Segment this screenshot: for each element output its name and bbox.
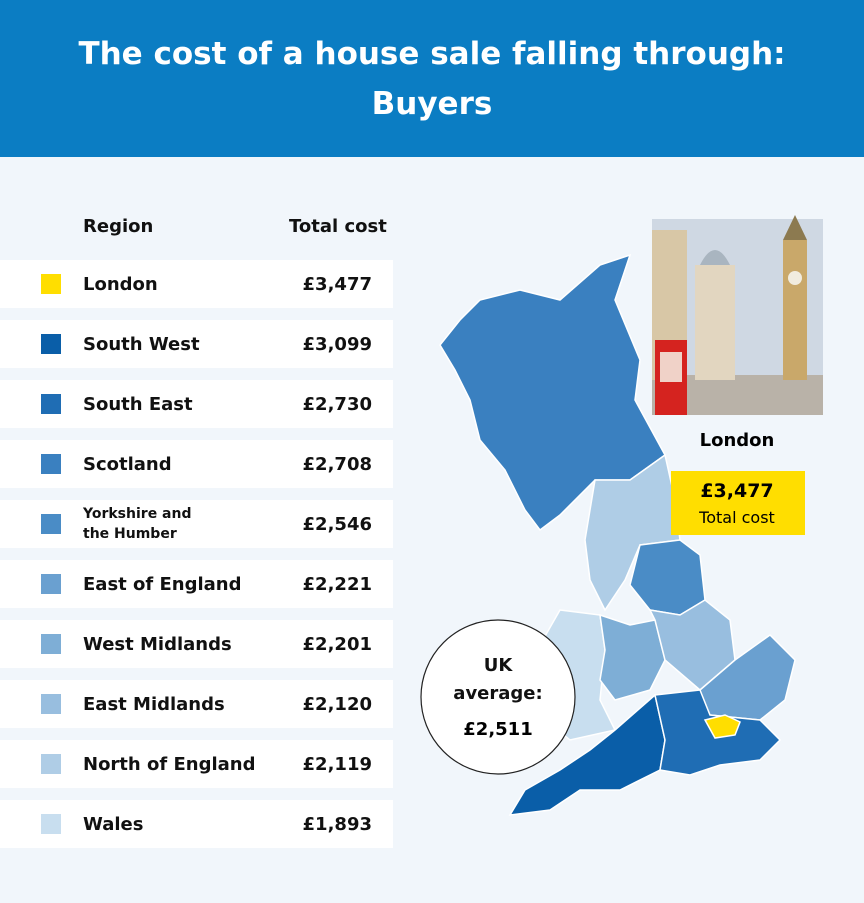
table-row: East Midlands £2,120 <box>0 680 393 728</box>
scotland <box>439 253 666 532</box>
region-name: East of England <box>83 573 242 595</box>
region-name: London <box>83 273 158 295</box>
swatch <box>41 334 61 354</box>
table-row: Wales £1,893 <box>0 800 393 848</box>
swatch <box>41 814 61 834</box>
swatch <box>41 634 61 654</box>
table-row: North of England £2,119 <box>0 740 393 788</box>
region-name: South West <box>83 333 200 355</box>
callout-box <box>671 471 805 535</box>
table-row: East of England £2,221 <box>0 560 393 608</box>
average-value: £2,511 <box>463 719 532 740</box>
swatch <box>41 754 61 774</box>
region-name: Wales <box>83 813 144 835</box>
table-row: South West £3,099 <box>0 320 393 368</box>
callout-label: Total cost <box>698 508 775 527</box>
region-cost: £2,546 <box>302 513 372 535</box>
table-row: Yorkshire and the Humber £2,546 <box>0 500 393 548</box>
table-row: London £3,477 <box>0 260 393 308</box>
region-cost: £2,730 <box>302 393 372 415</box>
header: The cost of a house sale falling through… <box>0 0 864 157</box>
london <box>703 714 741 739</box>
average-label: UK average: <box>453 655 543 704</box>
region-cost: £2,119 <box>302 753 372 775</box>
region-cost: £2,201 <box>302 633 372 655</box>
region-cost: £2,221 <box>302 573 372 595</box>
swatch <box>41 274 61 294</box>
region-name: South East <box>83 393 193 415</box>
swatch <box>41 394 61 414</box>
callout-value: £3,477 <box>700 480 773 502</box>
title: The cost of a house sale falling through… <box>78 35 786 122</box>
table-row: South East £2,730 <box>0 380 393 428</box>
region-name: Scotland <box>83 453 172 475</box>
photo <box>652 215 823 415</box>
column-header: Region <box>83 216 154 237</box>
region-name: Yorkshire and the Humber <box>83 506 192 542</box>
average-circle <box>420 619 576 775</box>
swatch <box>41 454 61 474</box>
swatch <box>41 574 61 594</box>
average-label-box: UK average: <box>453 655 543 704</box>
region-cost: £2,120 <box>302 693 372 715</box>
region-cost: £3,477 <box>302 273 372 295</box>
swatch <box>41 514 61 534</box>
table-row: West Midlands £2,201 <box>0 620 393 668</box>
region-cost: £1,893 <box>302 813 372 835</box>
table-row: Scotland £2,708 <box>0 440 393 488</box>
region-cost: £3,099 <box>302 333 372 355</box>
yorkshire <box>629 539 706 616</box>
west-midlands <box>599 613 666 701</box>
region-name: North of England <box>83 753 256 775</box>
region-name: West Midlands <box>83 633 232 655</box>
column-header: Total cost <box>289 216 387 237</box>
region-name: East Midlands <box>83 693 225 715</box>
swatch <box>41 694 61 714</box>
region-cost: £2,708 <box>302 453 372 475</box>
callout-region: London <box>700 430 775 451</box>
